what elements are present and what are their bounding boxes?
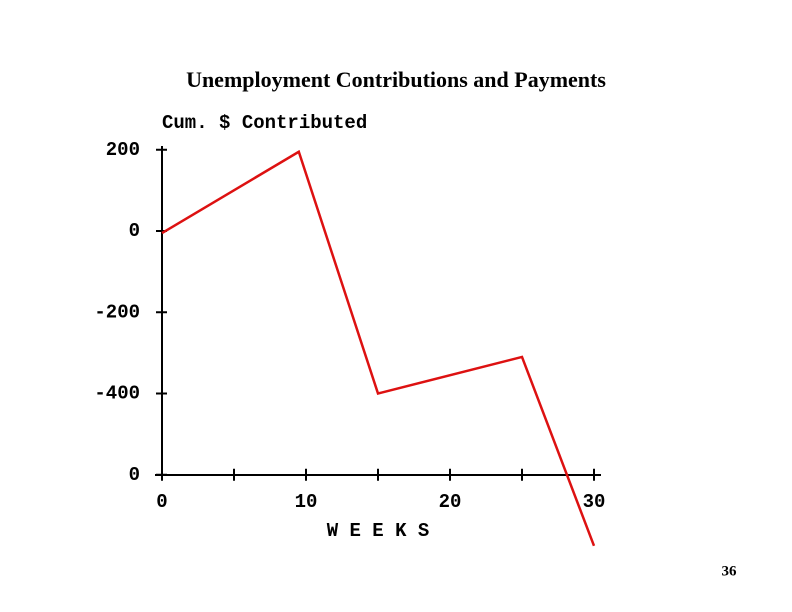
x-axis-label: W E E K S xyxy=(327,520,430,542)
x-tick-label: 10 xyxy=(295,491,318,513)
x-tick-label: 0 xyxy=(156,491,167,513)
y-axis-label: Cum. $ Contributed xyxy=(162,112,367,134)
chart-title: Unemployment Contributions and Payments xyxy=(186,67,606,92)
y-tick-label: 0 xyxy=(129,220,140,242)
y-tick-label: -400 xyxy=(94,383,140,405)
y-tick-label: -200 xyxy=(94,301,140,323)
page-number: 36 xyxy=(722,563,738,579)
line-series xyxy=(161,149,596,547)
x-tick-label: 30 xyxy=(583,491,606,513)
y-tick-label: 0 xyxy=(129,464,140,486)
x-tick-label: 20 xyxy=(439,491,462,513)
y-tick-label: 200 xyxy=(106,139,140,161)
